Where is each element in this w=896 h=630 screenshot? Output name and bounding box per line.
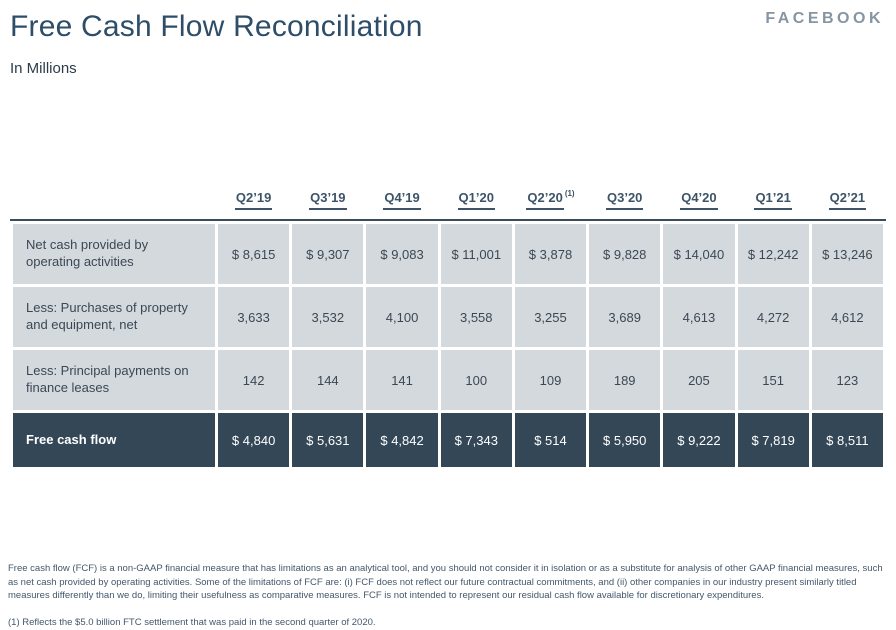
cell: 100 bbox=[440, 350, 512, 411]
footnote-marker: (1) bbox=[564, 189, 575, 198]
cell: 4,272 bbox=[737, 287, 809, 348]
quarter-header-row: Q2’19 Q3’19 Q4’19 Q1’20 Q2’20 (1) Q3’20 Q… bbox=[10, 189, 886, 211]
cell: $ 8,511 bbox=[811, 413, 883, 468]
cell: 205 bbox=[663, 350, 735, 411]
slide-header: Free Cash Flow Reconciliation In Million… bbox=[0, 0, 896, 77]
column-header-q3-19: Q3’19 bbox=[292, 189, 363, 210]
table-top-rule bbox=[10, 219, 886, 222]
header-spacer bbox=[13, 189, 215, 210]
cell: 4,612 bbox=[811, 287, 883, 348]
cell: $ 7,343 bbox=[440, 413, 512, 468]
cell: $ 4,842 bbox=[366, 413, 438, 468]
column-header-label: Q4’20 bbox=[680, 190, 718, 210]
cell: $ 9,828 bbox=[589, 224, 661, 285]
column-header-q2-19: Q2’19 bbox=[218, 189, 289, 210]
cell: $ 9,083 bbox=[366, 224, 438, 285]
cell: 3,255 bbox=[514, 287, 587, 348]
free-cash-flow-table: Net cash provided by operating activitie… bbox=[10, 221, 886, 470]
cell: 109 bbox=[514, 350, 587, 411]
column-header-label: Q1’21 bbox=[754, 190, 792, 210]
cell: 4,613 bbox=[663, 287, 735, 348]
cell: $ 5,950 bbox=[589, 413, 661, 468]
row-label: Less: Principal payments on finance leas… bbox=[13, 350, 215, 411]
cell: $ 9,307 bbox=[292, 224, 364, 285]
units-subtitle: In Millions bbox=[10, 60, 77, 77]
page-title: Free Cash Flow Reconciliation bbox=[10, 10, 423, 43]
footnote-1-text: (1) Reflects the $5.0 billion FTC settle… bbox=[8, 617, 376, 629]
cell: $ 11,001 bbox=[440, 224, 512, 285]
cell: $ 13,246 bbox=[811, 224, 883, 285]
cell: $ 9,222 bbox=[663, 413, 735, 468]
table-row-free-cash-flow: Free cash flow $ 4,840 $ 5,631 $ 4,842 $… bbox=[13, 413, 883, 468]
cell: 3,558 bbox=[440, 287, 512, 348]
cell: 144 bbox=[292, 350, 364, 411]
cell: $ 7,819 bbox=[737, 413, 809, 468]
cell: 3,633 bbox=[218, 287, 290, 348]
column-header-q2-20: Q2’20 (1) bbox=[515, 189, 586, 211]
column-header-q2-21: Q2’21 bbox=[812, 189, 883, 210]
cell: 123 bbox=[811, 350, 883, 411]
column-header-label: Q4’19 bbox=[383, 190, 421, 210]
column-header-q4-20: Q4’20 bbox=[663, 189, 734, 210]
cell: 3,532 bbox=[292, 287, 364, 348]
cell: $ 14,040 bbox=[663, 224, 735, 285]
cell: $ 5,631 bbox=[292, 413, 364, 468]
fcf-disclaimer-text: Free cash flow (FCF) is a non-GAAP finan… bbox=[8, 563, 883, 601]
cell: $ 3,878 bbox=[514, 224, 587, 285]
cell: 4,100 bbox=[366, 287, 438, 348]
cell: $ 4,840 bbox=[218, 413, 290, 468]
cell: $ 12,242 bbox=[737, 224, 809, 285]
cell: 151 bbox=[737, 350, 809, 411]
cell: $ 8,615 bbox=[218, 224, 290, 285]
cell: $ 514 bbox=[514, 413, 587, 468]
column-header-label: Q2’21 bbox=[828, 190, 867, 210]
column-header-q4-19: Q4’19 bbox=[366, 189, 437, 210]
table-row-capex: Less: Purchases of property and equipmen… bbox=[13, 287, 883, 348]
cell: 3,689 bbox=[589, 287, 661, 348]
column-header-label: Q2’20 bbox=[526, 190, 564, 211]
column-header-label: Q2’19 bbox=[234, 190, 273, 210]
row-label: Less: Purchases of property and equipmen… bbox=[13, 287, 215, 348]
column-header-q1-21: Q1’21 bbox=[738, 189, 809, 210]
cell: 142 bbox=[218, 350, 290, 411]
row-label: Free cash flow bbox=[13, 413, 215, 468]
cell: 141 bbox=[366, 350, 438, 411]
facebook-logo: FACEBOOK bbox=[765, 10, 884, 27]
row-label: Net cash provided by operating activitie… bbox=[13, 224, 215, 285]
column-header-label: Q1’20 bbox=[457, 190, 495, 210]
table-row-operating-cash: Net cash provided by operating activitie… bbox=[13, 224, 883, 285]
column-header-label: Q3’19 bbox=[309, 190, 347, 210]
table-row-finance-leases: Less: Principal payments on finance leas… bbox=[13, 350, 883, 411]
column-header-q1-20: Q1’20 bbox=[441, 189, 512, 210]
footnotes-section: Free cash flow (FCF) is a non-GAAP finan… bbox=[8, 562, 884, 629]
column-header-label: Q3’20 bbox=[606, 190, 644, 210]
column-header-q3-20: Q3’20 bbox=[589, 189, 660, 210]
cell: 189 bbox=[589, 350, 661, 411]
